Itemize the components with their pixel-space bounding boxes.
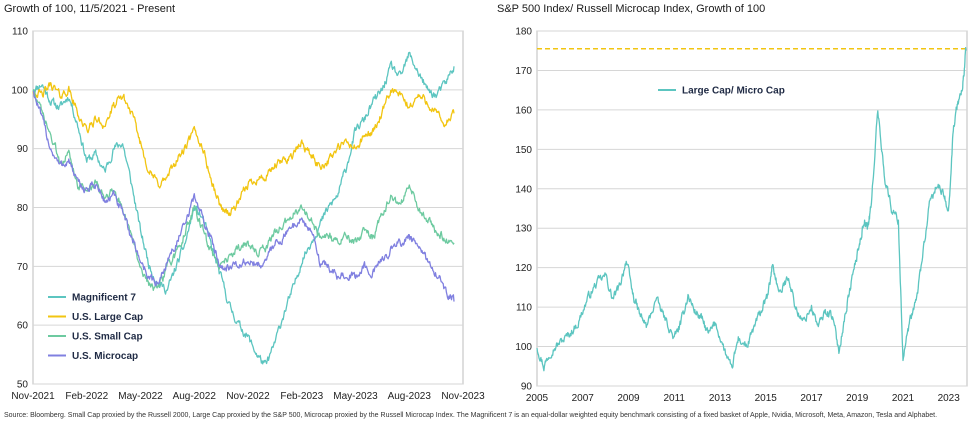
x-tick-label-may-2023: May-2023 bbox=[333, 391, 378, 402]
y-tick-label-90: 90 bbox=[17, 144, 29, 155]
source-footnote: Source: Bloomberg. Small Cap proxied by … bbox=[4, 412, 938, 419]
x-tick-label-nov-2023: Nov-2023 bbox=[441, 391, 485, 402]
series-line-magnificent-7 bbox=[32, 51, 455, 365]
x-tick-label-may-2022: May-2022 bbox=[118, 391, 163, 402]
y-tick-label-80: 80 bbox=[17, 203, 29, 214]
series-line-u-s-large-cap bbox=[32, 82, 455, 217]
x-tick-label-2011: 2011 bbox=[663, 393, 685, 404]
series-line-u-s-microcap bbox=[32, 90, 455, 302]
series-line-large-cap-micro-cap bbox=[536, 47, 967, 372]
x-tick-label-2013: 2013 bbox=[709, 393, 732, 404]
x-tick-label-aug-2022: Aug-2022 bbox=[173, 391, 217, 402]
y-tick-label-50: 50 bbox=[17, 380, 29, 391]
y-tick-label-150: 150 bbox=[515, 145, 532, 156]
x-tick-label-nov-2022: Nov-2022 bbox=[226, 391, 270, 402]
x-tick-label-2023: 2023 bbox=[938, 393, 961, 404]
y-tick-label-70: 70 bbox=[17, 262, 29, 273]
x-tick-label-2005: 2005 bbox=[526, 393, 549, 404]
x-tick-label-nov-2021: Nov-2021 bbox=[11, 391, 55, 402]
chart-growth-of-100: 50 60 70 80 90 100 110 Nov-2021 Feb-2022 May-2022… bbox=[11, 27, 485, 403]
legend-label-u-s-small-cap: U.S. Small Cap bbox=[72, 332, 143, 343]
x-tick-label-2021: 2021 bbox=[892, 393, 915, 404]
y-tick-label-170: 170 bbox=[515, 66, 532, 77]
y-tick-label-110: 110 bbox=[12, 27, 28, 38]
x-tick-label-aug-2023: Aug-2023 bbox=[388, 391, 432, 402]
x-tick-label-2019: 2019 bbox=[846, 393, 869, 404]
legend-label-u-s-microcap: U.S. Microcap bbox=[72, 351, 138, 362]
x-tick-label-feb-2023: Feb-2023 bbox=[280, 391, 323, 402]
legend-label-u-s-large-cap: U.S. Large Cap bbox=[72, 312, 143, 323]
y-tick-label-120: 120 bbox=[515, 263, 532, 274]
series-line-u-s-small-cap bbox=[32, 89, 455, 292]
y-tick-label-140: 140 bbox=[515, 184, 532, 195]
x-tick-label-feb-2022: Feb-2022 bbox=[65, 391, 108, 402]
y-tick-label-100: 100 bbox=[515, 342, 532, 353]
y-tick-label-90: 90 bbox=[521, 382, 533, 393]
y-tick-label-60: 60 bbox=[17, 321, 29, 332]
y-tick-label-180: 180 bbox=[515, 27, 532, 38]
x-tick-label-2017: 2017 bbox=[800, 393, 823, 404]
y-tick-label-110: 110 bbox=[516, 303, 532, 314]
legend-label-magnificent-7: Magnificent 7 bbox=[72, 293, 136, 304]
x-tick-label-2015: 2015 bbox=[755, 393, 778, 404]
chart-title-large-micro-ratio: S&P 500 Index/ Russell Microcap Index, G… bbox=[497, 3, 766, 15]
chart-title-growth-of-100: Growth of 100, 11/5/2021 - Present bbox=[4, 3, 176, 15]
legend-label-large-cap-micro-cap: Large Cap/ Micro Cap bbox=[682, 86, 785, 97]
chart-large-micro-ratio: 90 100 110 120 130 140 150 160 170 180 2005 2007 200… bbox=[515, 27, 968, 404]
x-tick-label-2007: 2007 bbox=[572, 393, 595, 404]
y-tick-label-160: 160 bbox=[515, 105, 532, 116]
y-tick-label-130: 130 bbox=[515, 224, 532, 235]
y-tick-label-100: 100 bbox=[11, 85, 28, 96]
x-tick-label-2009: 2009 bbox=[617, 393, 640, 404]
